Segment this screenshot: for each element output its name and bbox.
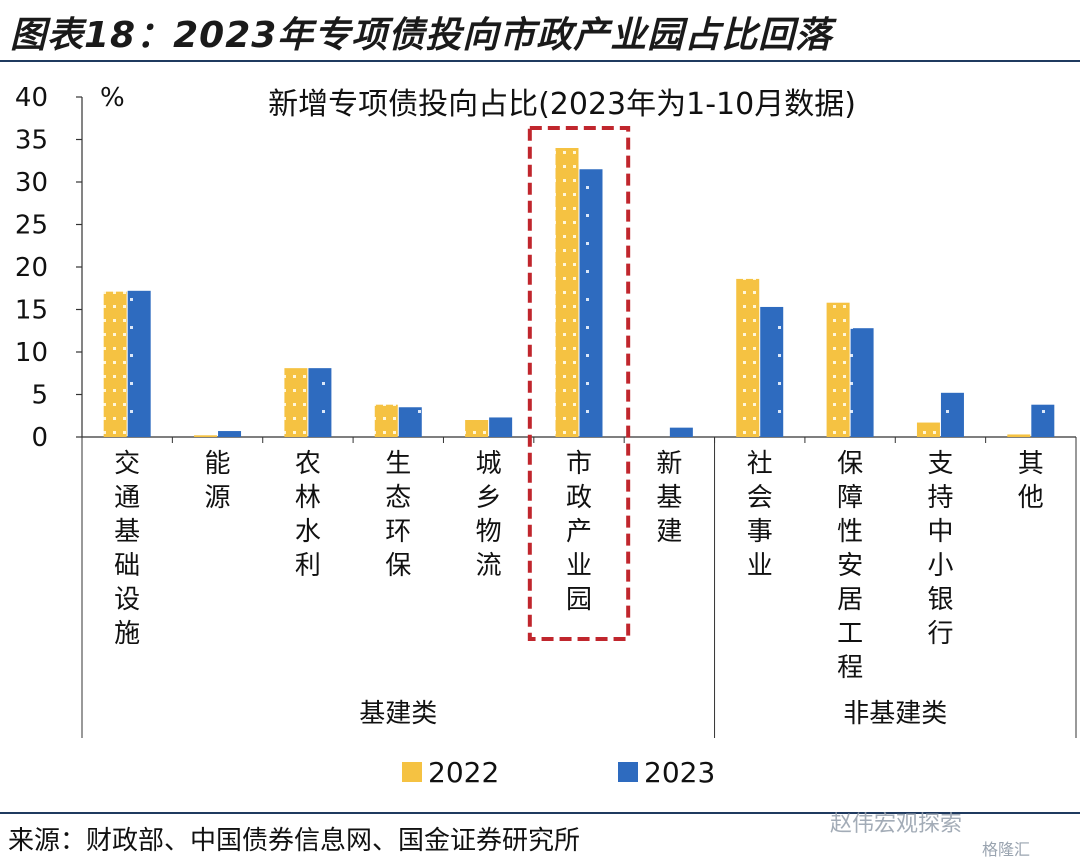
bar-2023-保障性安居工程	[850, 328, 874, 437]
bar-2023-市政产业园	[579, 169, 603, 437]
bar-2023-其他	[1031, 404, 1055, 437]
category-label: 能源	[205, 449, 231, 513]
legend-label-2022: 2022	[428, 756, 499, 789]
group-label: 非基建类	[843, 699, 947, 729]
bar-2023-新基建	[669, 427, 693, 437]
y-tick-label: 30	[15, 168, 48, 198]
bar-2022-能源	[194, 435, 218, 437]
category-label: 农林水利	[295, 449, 321, 581]
bar-2023-能源	[218, 431, 242, 437]
bar-2023-生态环保	[398, 407, 422, 437]
category-label: 支持中小银行	[927, 449, 953, 649]
group-label: 基建类	[359, 699, 437, 729]
bar-2022-支持中小银行	[916, 422, 940, 437]
bar-2023-支持中小银行	[940, 392, 964, 437]
y-tick-label: 20	[15, 253, 48, 283]
bar-2022-城乡物流	[465, 420, 489, 437]
bar-2022-市政产业园	[555, 148, 579, 437]
bar-2022-社会事业	[736, 278, 760, 437]
bar-2023-农林水利	[308, 368, 332, 437]
y-tick-label: 35	[15, 126, 48, 156]
category-labels: 交通基础设施 能源 农林水利 生态环保 城乡物流 市政产业园 新基建 社会事业 保障性安居工程 支…	[114, 449, 1044, 683]
bars	[103, 126, 1055, 641]
legend: 2022 2023	[402, 756, 715, 789]
header-rule	[0, 60, 1080, 62]
y-tick-label: 25	[15, 211, 48, 241]
bar-2022-生态环保	[374, 404, 398, 437]
watermark-brand: 格隆汇	[982, 840, 1031, 859]
category-label: 社会事业	[747, 449, 773, 581]
legend-swatch-2022	[402, 762, 422, 782]
category-label: 保障性安居工程	[837, 449, 863, 683]
y-tick-label: 0	[31, 423, 48, 453]
y-tick-label: 5	[31, 381, 48, 411]
watermark-text: 赵伟宏观探索	[830, 812, 963, 837]
legend-label-2023: 2023	[644, 756, 715, 789]
category-label: 城乡物流	[476, 449, 502, 581]
category-label: 市政产业园	[566, 449, 592, 615]
category-label: 新基建	[656, 449, 682, 547]
figure-title: 图表18：2023年专项债投向市政产业园占比回落	[10, 15, 833, 56]
figure-header: 图表18：2023年专项债投向市政产业园占比回落	[0, 0, 1080, 62]
chart-title: 新增专项债投向占比(2023年为1-10月数据)	[268, 87, 856, 122]
axes: 0 5 10 15 20 25 30 35 40 基建类 非基建类	[15, 83, 1077, 738]
y-tick-label: 10	[15, 338, 48, 368]
y-axis-unit-label: %	[100, 83, 125, 113]
bar-2022-交通基础设施	[103, 291, 127, 437]
legend-swatch-2023	[618, 762, 638, 782]
bar-2022-保障性安居工程	[826, 302, 850, 437]
category-label: 生态环保	[385, 449, 411, 581]
bar-2023-城乡物流	[489, 417, 513, 437]
bar-2022-其他	[1007, 434, 1031, 437]
bar-2023-交通基础设施	[127, 290, 151, 437]
source-note: 来源：财政部、中国债券信息网、国金证券研究所	[8, 826, 581, 856]
bar-2022-农林水利	[284, 368, 308, 437]
bar-2023-社会事业	[760, 306, 784, 437]
category-label: 交通基础设施	[114, 449, 140, 649]
y-tick-label: 15	[15, 296, 48, 326]
bar-chart: 新增专项债投向占比(2023年为1-10月数据) % 0 5 10 15 20 25 30 3…	[15, 83, 1077, 789]
footer-rule	[0, 812, 1080, 814]
category-label: 其他	[1018, 449, 1044, 513]
y-tick-label: 40	[15, 83, 48, 113]
highlight-box	[527, 126, 631, 641]
